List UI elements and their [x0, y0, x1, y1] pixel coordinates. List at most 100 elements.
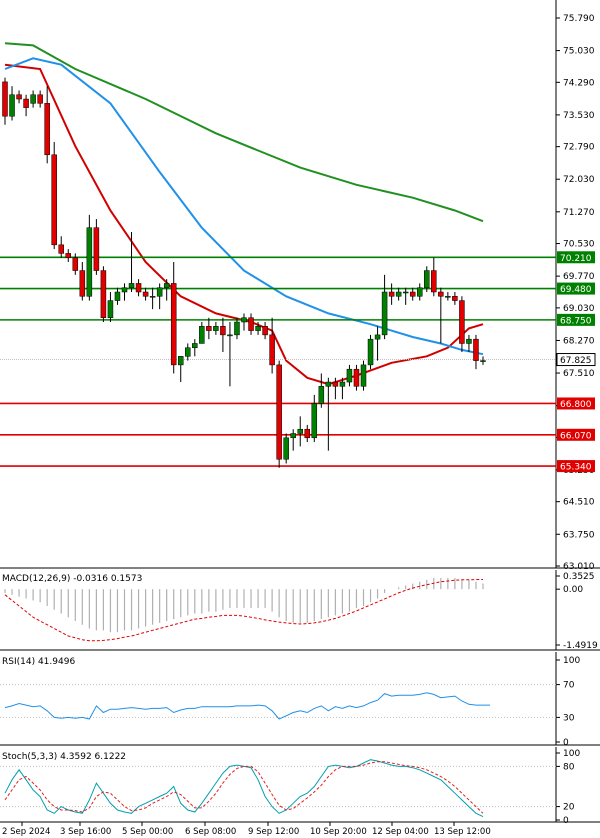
y-tick-label: 74.290: [563, 78, 595, 88]
candle-body: [128, 283, 135, 288]
candle-body: [388, 291, 395, 297]
candle-body: [37, 94, 43, 104]
candle-body: [297, 428, 303, 434]
y-tick-label: 67.510: [563, 369, 595, 379]
candle-body: [318, 386, 325, 404]
y-tick-label: 64.510: [563, 498, 595, 508]
y-tick-label: 69.770: [563, 272, 595, 282]
x-tick-label: 5 Sep 00:00: [122, 827, 173, 837]
candle-body: [332, 381, 339, 387]
candle-body: [170, 283, 177, 366]
candle-body: [213, 326, 219, 331]
candle-body: [424, 270, 430, 288]
candle-body: [79, 270, 86, 297]
level-label: 69.480: [560, 285, 592, 295]
level-label: 68.750: [560, 316, 592, 326]
candle-body: [23, 98, 29, 108]
candle-body: [220, 326, 226, 336]
y-tick-label: -1.4919: [563, 641, 598, 651]
current-price-box: [556, 353, 596, 367]
level-label: 70.210: [560, 254, 592, 264]
y-tick-label: 0: [563, 816, 569, 826]
candle-body: [325, 381, 332, 387]
y-tick-label: 73.530: [563, 111, 595, 121]
stoch-panel: Stoch(5,3,3) 4.3592 6.1222 100 80 20 0: [0, 747, 600, 826]
y-tick-label: 0.3525: [563, 572, 595, 582]
moving-average-line: [4, 42, 484, 223]
candle-body: [374, 334, 381, 340]
candle-body: [283, 437, 289, 460]
level-label: 65.340: [560, 463, 592, 473]
candle-body: [459, 300, 465, 344]
candle-body: [72, 257, 79, 271]
candle-body: [163, 283, 170, 288]
candle-body: [431, 270, 437, 293]
y-tick-label: 69.030: [563, 304, 595, 314]
candle-body: [452, 296, 458, 301]
candle-body: [156, 287, 163, 297]
x-tick-label: 2 Sep 2024: [2, 827, 50, 837]
candle-body: [192, 343, 198, 348]
candle-body: [402, 291, 409, 294]
macd-signal-line: [4, 579, 483, 642]
candle-body: [100, 270, 107, 318]
candle-body: [262, 326, 268, 336]
y-tick-label: 72.790: [563, 143, 595, 153]
y-tick-label: 0: [563, 738, 569, 748]
candle-body: [367, 338, 374, 366]
y-tick-label: 20: [563, 803, 575, 813]
candle-body: [58, 244, 64, 254]
candle-body: [353, 368, 360, 387]
y-tick-label: 63.010: [563, 562, 595, 572]
panel-background: [0, 0, 556, 568]
candle-body: [395, 291, 402, 297]
candle-body: [381, 291, 388, 336]
y-tick-label: 75.790: [563, 14, 595, 24]
y-tick-label: 100: [563, 749, 580, 759]
candle-body: [44, 103, 50, 156]
level-label-box: [557, 428, 595, 441]
panel-background: [0, 570, 556, 650]
candle-body: [311, 403, 318, 439]
price-panel: 75.790 75.030 74.290 73.530 72.790 72.030 71.2…: [0, 0, 600, 572]
y-tick-label: 80: [563, 762, 575, 772]
candle-body: [121, 287, 128, 293]
moving-average-line: [4, 57, 484, 356]
time-axis: 2 Sep 2024 3 Sep 16:00 5 Sep 00:00 6 Sep 08…: [2, 822, 491, 837]
candle-body: [16, 94, 22, 100]
candle-body: [255, 326, 261, 331]
moving-average-line: [4, 63, 484, 386]
y-tick-label: 63.750: [563, 530, 595, 540]
stoch-title: Stoch(5,3,3) 4.3592 6.1222: [2, 752, 126, 762]
level-label-box: [557, 313, 595, 326]
macd-title: MACD(12,26,9) -0.0316 0.1573: [2, 574, 142, 584]
level-label-box: [557, 397, 595, 410]
candle-body: [416, 287, 423, 297]
candle-body: [360, 364, 367, 387]
candle-body: [438, 291, 444, 297]
candle-body: [480, 360, 486, 362]
y-tick-label: 70: [563, 681, 575, 691]
y-tick-label: 0.00: [563, 585, 583, 595]
candle-body: [248, 317, 254, 331]
y-tick-label: 72.030: [563, 175, 595, 185]
candle-body: [177, 356, 184, 366]
candle-body: [185, 347, 191, 357]
rsi-title: RSI(14) 41.9496: [2, 657, 75, 667]
x-tick-label: 6 Sep 08:00: [185, 827, 236, 837]
candle-body: [445, 296, 451, 298]
candle-body: [30, 94, 36, 104]
level-label: 66.070: [560, 431, 592, 441]
candle-body: [93, 227, 100, 271]
x-tick-label: 13 Sep 12:00: [434, 827, 491, 837]
candle-body: [9, 94, 15, 117]
y-tick-label: 70.530: [563, 240, 595, 250]
candle-body: [107, 300, 114, 318]
x-tick-label: 12 Sep 04:00: [372, 827, 429, 837]
candle-body: [473, 338, 479, 361]
candle-body: [466, 338, 472, 344]
candle-body: [234, 321, 240, 336]
candle-body: [206, 326, 212, 331]
candle-body: [276, 364, 282, 460]
candle-body: [135, 283, 142, 293]
